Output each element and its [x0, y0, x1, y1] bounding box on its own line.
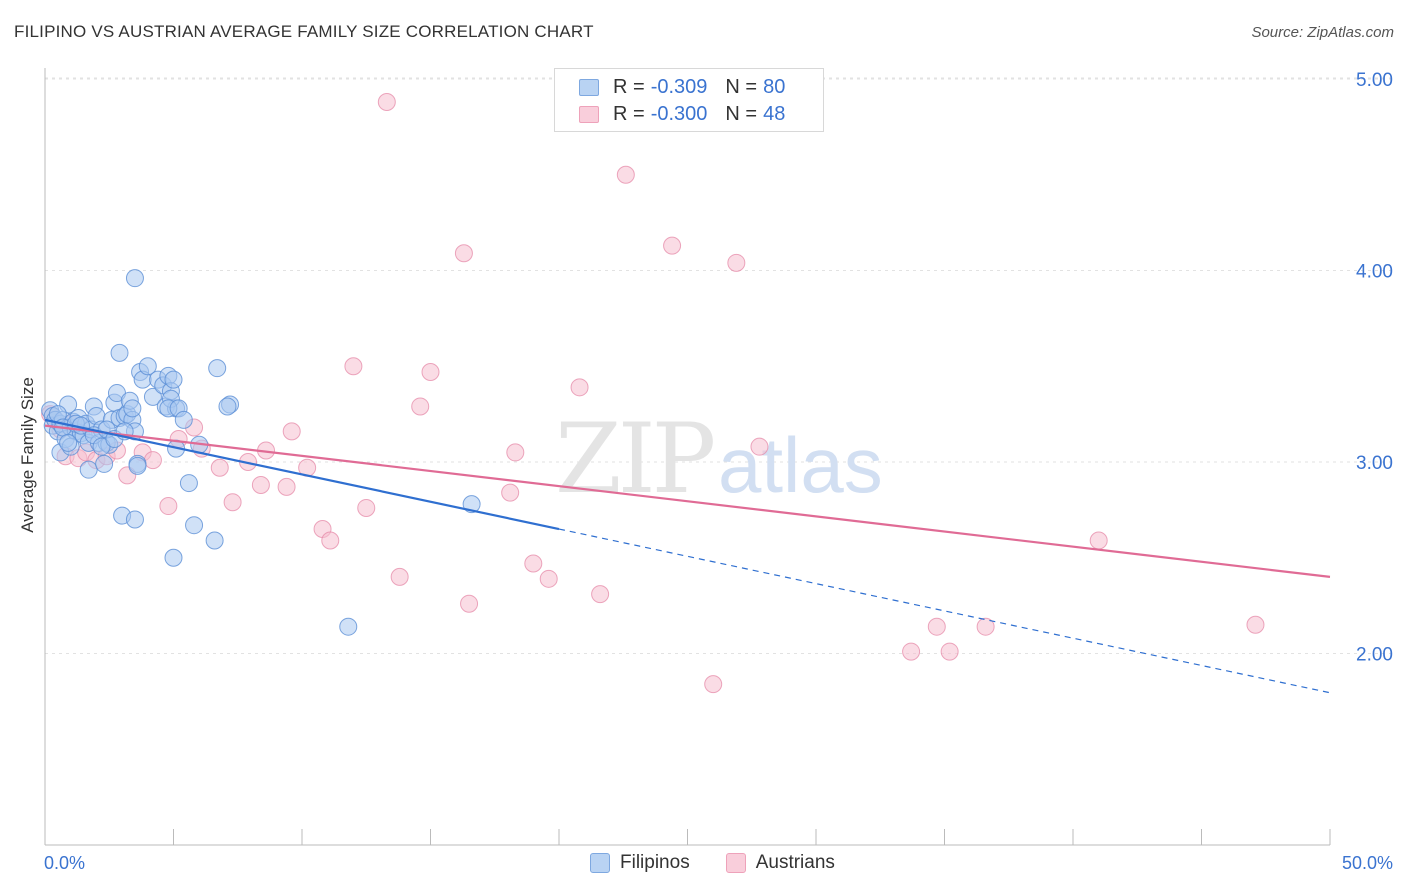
austrians-point: [390, 567, 409, 586]
austrians-point: [460, 594, 479, 613]
austrians-point: [663, 236, 682, 255]
austrians-point: [159, 497, 178, 516]
austrians-point: [223, 493, 242, 512]
legend-row-austrians: R = -0.300 N = 48: [579, 102, 785, 126]
austrians-point: [1089, 531, 1108, 550]
austrians-point: [282, 422, 301, 441]
filipinos-point: [123, 399, 142, 418]
filipinos-point: [125, 510, 144, 529]
filipinos-point: [79, 460, 98, 479]
legend-r-value: -0.309: [650, 75, 708, 98]
austrians-point: [377, 92, 396, 111]
austrians-swatch: [579, 105, 599, 123]
legend-r-label: R =: [613, 75, 645, 98]
austrians-point: [616, 165, 635, 184]
austrians-point: [570, 378, 589, 397]
axes: [44, 68, 1331, 846]
austrians-point: [277, 477, 296, 496]
austrians-points: [41, 92, 1265, 694]
austrians-point: [976, 617, 995, 636]
legend-n-value: 80: [763, 75, 786, 98]
austrians-point: [750, 437, 769, 456]
legend-item-filipinos[interactable]: Filipinos: [590, 852, 690, 874]
y-axis-label: Average Family Size: [18, 377, 37, 533]
legend-label-filipinos: Filipinos: [620, 852, 690, 873]
watermark: ZIP atlas: [555, 403, 883, 515]
filipinos-point: [164, 548, 183, 567]
austrians-point: [704, 675, 723, 694]
austrians-point: [421, 362, 440, 381]
legend-label-austrians: Austrians: [755, 852, 835, 873]
filipinos-trend-extension: [558, 528, 1331, 694]
austrians-point: [1246, 615, 1265, 634]
legend-r-value: -0.300: [650, 102, 708, 125]
x-tick-label: 0.0%: [44, 853, 85, 873]
austrians-point: [251, 475, 270, 494]
filipinos-point: [185, 516, 204, 535]
filipinos-point: [208, 359, 227, 378]
filipinos-point: [179, 474, 198, 493]
filipinos-swatch: [590, 853, 610, 873]
filipinos-point: [110, 343, 129, 362]
y-tick-label: 2.00: [1356, 645, 1393, 666]
austrians-point: [927, 617, 946, 636]
austrians-point: [321, 531, 340, 550]
watermark-zip: ZIP: [555, 403, 714, 515]
y-tick-label: 5.00: [1356, 70, 1393, 91]
filipinos-point: [138, 357, 157, 376]
legend-item-austrians[interactable]: Austrians: [725, 852, 835, 874]
source-label: Source: ZipAtlas.com: [1251, 24, 1394, 41]
correlation-legend: R = -0.309 N = 80 R = -0.300 N = 48: [554, 68, 824, 132]
tick-labels: 2.00 3.00 4.00 5.00 0.0% 50.0%: [44, 70, 1393, 873]
y-tick-label: 3.00: [1356, 453, 1393, 474]
legend-row-filipinos: R = -0.309 N = 80: [579, 75, 785, 99]
filipinos-point: [174, 410, 193, 429]
legend-r-label: R =: [613, 102, 645, 125]
austrians-point: [210, 458, 229, 477]
austrians-point: [524, 554, 543, 573]
filipinos-point: [128, 456, 147, 475]
filipinos-point: [125, 269, 144, 288]
filipinos-point: [205, 531, 224, 550]
austrians-point: [501, 483, 520, 502]
filipinos-point: [143, 387, 162, 406]
filipinos-point: [218, 397, 237, 416]
austrians-trend-line: [44, 424, 1331, 578]
y-tick-label: 4.00: [1356, 262, 1393, 283]
filipinos-point: [462, 495, 481, 514]
austrians-point: [357, 498, 376, 517]
x-tick-label: 50.0%: [1342, 853, 1393, 873]
filipinos-point: [164, 370, 183, 389]
watermark-atlas: atlas: [718, 421, 883, 509]
austrians-point: [344, 357, 363, 376]
series-legend: Filipinos Austrians: [590, 852, 871, 874]
filipinos-point: [95, 454, 114, 473]
austrians-point: [506, 443, 525, 462]
austrians-point: [539, 569, 558, 588]
trend-lines: [44, 418, 1331, 694]
austrians-point: [591, 585, 610, 604]
legend-n-value: 48: [763, 102, 786, 125]
gridlines: [45, 77, 1395, 654]
austrians-swatch: [725, 853, 746, 873]
legend-n-label: N =: [725, 75, 758, 98]
austrians-point: [411, 397, 430, 416]
chart-title: FILIPINO VS AUSTRIAN AVERAGE FAMILY SIZE…: [14, 22, 594, 41]
filipinos-trend-line: [44, 418, 560, 531]
austrians-point: [940, 642, 959, 661]
filipinos-swatch: [579, 78, 599, 96]
austrians-point: [143, 451, 162, 470]
austrians-point: [727, 253, 746, 272]
legend-n-label: N =: [725, 102, 758, 125]
filipinos-point: [59, 433, 78, 452]
filipinos-point: [339, 617, 358, 636]
austrians-point: [454, 244, 473, 263]
austrians-point: [902, 642, 921, 661]
